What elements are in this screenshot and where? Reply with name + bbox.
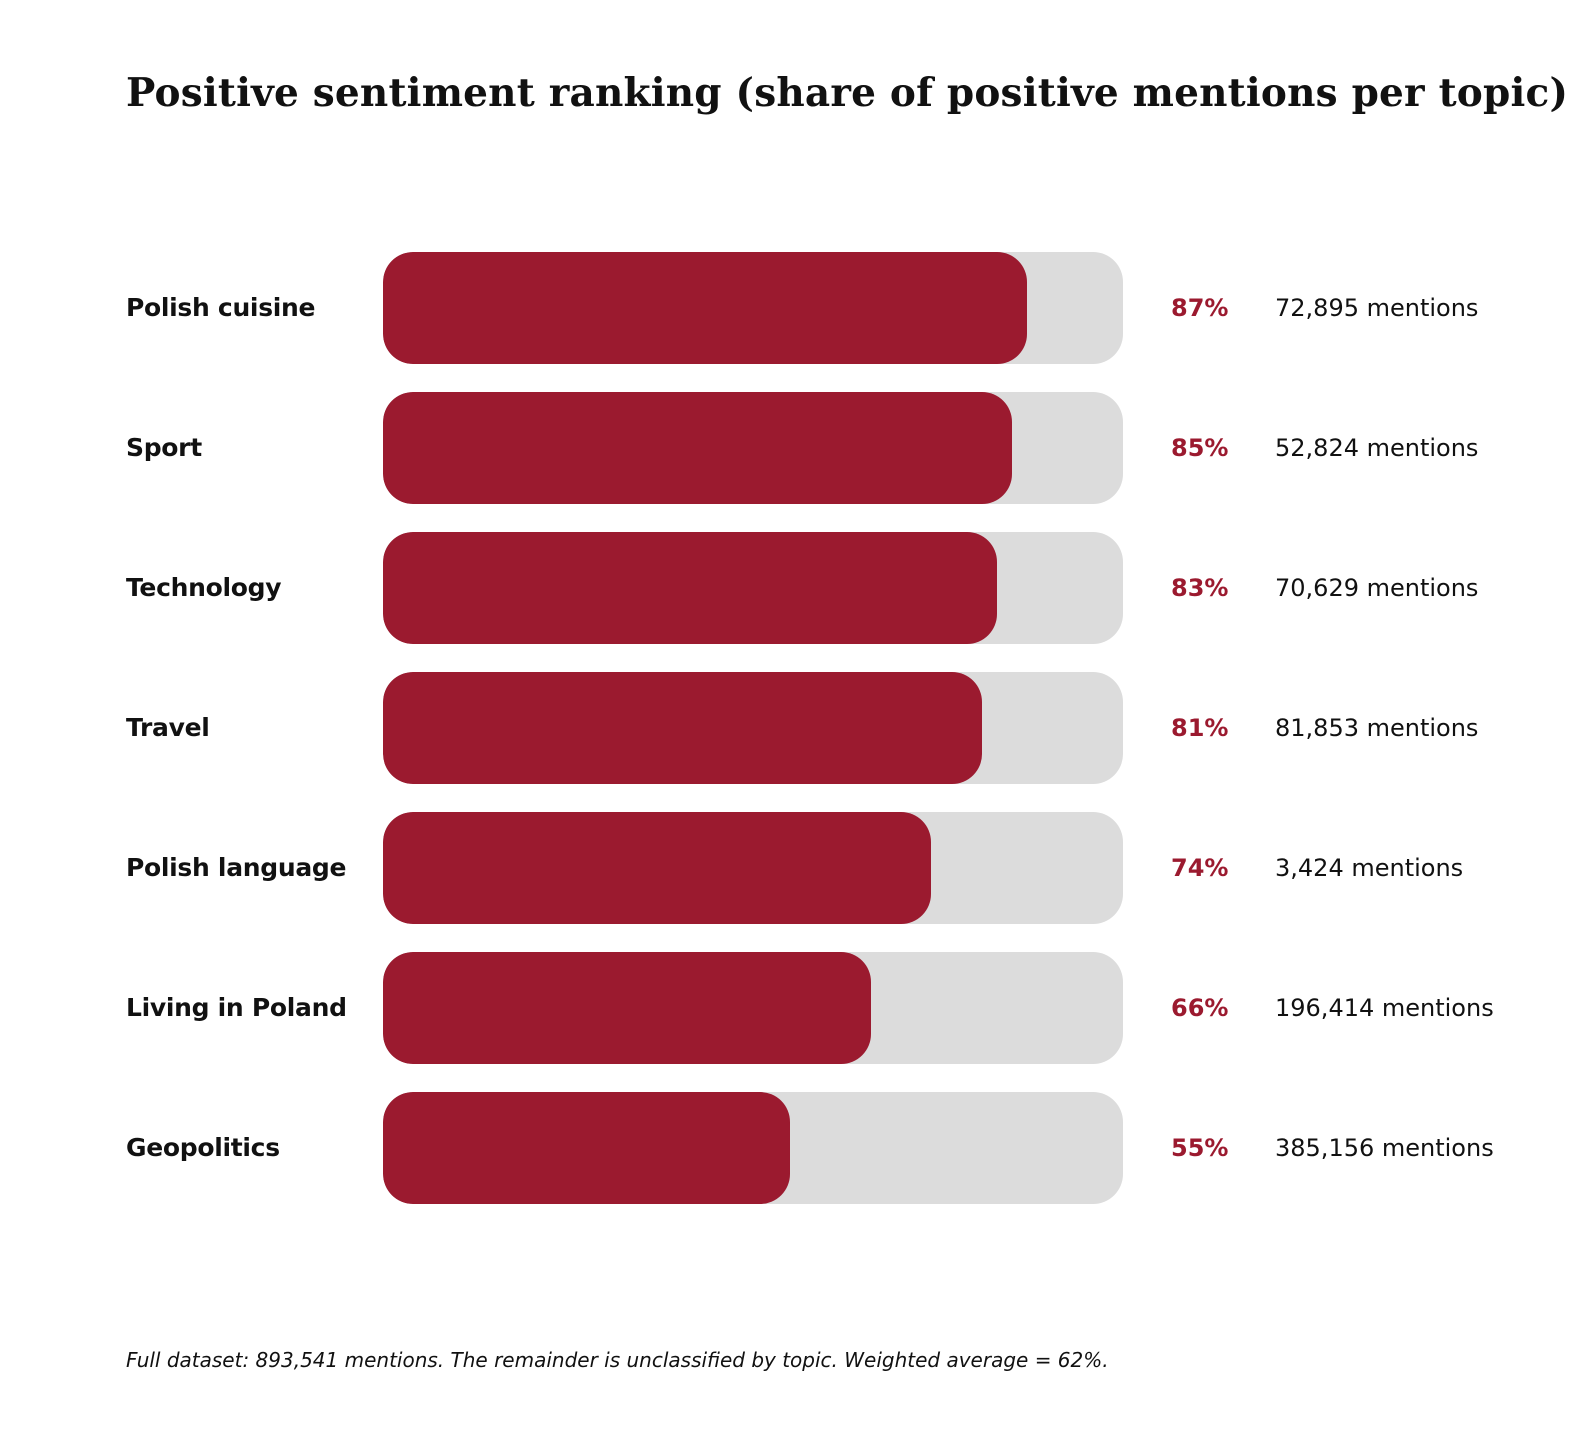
bar <box>383 392 1012 504</box>
value-label: 87% <box>1171 294 1229 322</box>
chart-title: Positive sentiment ranking (share of pos… <box>126 70 1569 116</box>
bar <box>383 252 1027 364</box>
value-label: 55% <box>1171 1134 1229 1162</box>
bar <box>383 952 872 1064</box>
category-label: Geopolitics <box>126 1133 280 1162</box>
bar-track <box>383 672 1123 784</box>
mentions-label: 385,156 mentions <box>1275 1134 1494 1162</box>
mentions-label: 196,414 mentions <box>1275 994 1494 1022</box>
value-label: 74% <box>1171 854 1229 882</box>
value-label: 83% <box>1171 574 1229 602</box>
bar-row: Geopolitics 55% 385,156 mentions <box>0 1092 1587 1204</box>
mentions-label: 3,424 mentions <box>1275 854 1464 882</box>
footnote: Full dataset: 893,541 mentions. The rema… <box>126 1348 1109 1372</box>
value-label: 66% <box>1171 994 1229 1022</box>
value-label: 81% <box>1171 714 1229 742</box>
bar-track <box>383 532 1123 644</box>
bar <box>383 672 983 784</box>
bar <box>383 812 931 924</box>
mentions-label: 70,629 mentions <box>1275 574 1479 602</box>
bar-row: Technology 83% 70,629 mentions <box>0 532 1587 644</box>
bar-track <box>383 952 1123 1064</box>
bar <box>383 1092 790 1204</box>
bar <box>383 532 998 644</box>
bar-track <box>383 252 1123 364</box>
bar-row: Travel 81% 81,853 mentions <box>0 672 1587 784</box>
bar-row: Polish language 74% 3,424 mentions <box>0 812 1587 924</box>
bar-row: Living in Poland 66% 196,414 mentions <box>0 952 1587 1064</box>
bar-row: Polish cuisine 87% 72,895 mentions <box>0 252 1587 364</box>
mentions-label: 81,853 mentions <box>1275 714 1479 742</box>
category-label: Polish cuisine <box>126 293 316 322</box>
category-label: Technology <box>126 573 282 602</box>
category-label: Sport <box>126 433 202 462</box>
category-label: Living in Poland <box>126 993 347 1022</box>
mentions-label: 72,895 mentions <box>1275 294 1479 322</box>
bar-track <box>383 1092 1123 1204</box>
bar-track <box>383 812 1123 924</box>
category-label: Travel <box>126 713 210 742</box>
bar-row: Sport 85% 52,824 mentions <box>0 392 1587 504</box>
category-label: Polish language <box>126 853 347 882</box>
mentions-label: 52,824 mentions <box>1275 434 1479 462</box>
bar-track <box>383 392 1123 504</box>
value-label: 85% <box>1171 434 1229 462</box>
